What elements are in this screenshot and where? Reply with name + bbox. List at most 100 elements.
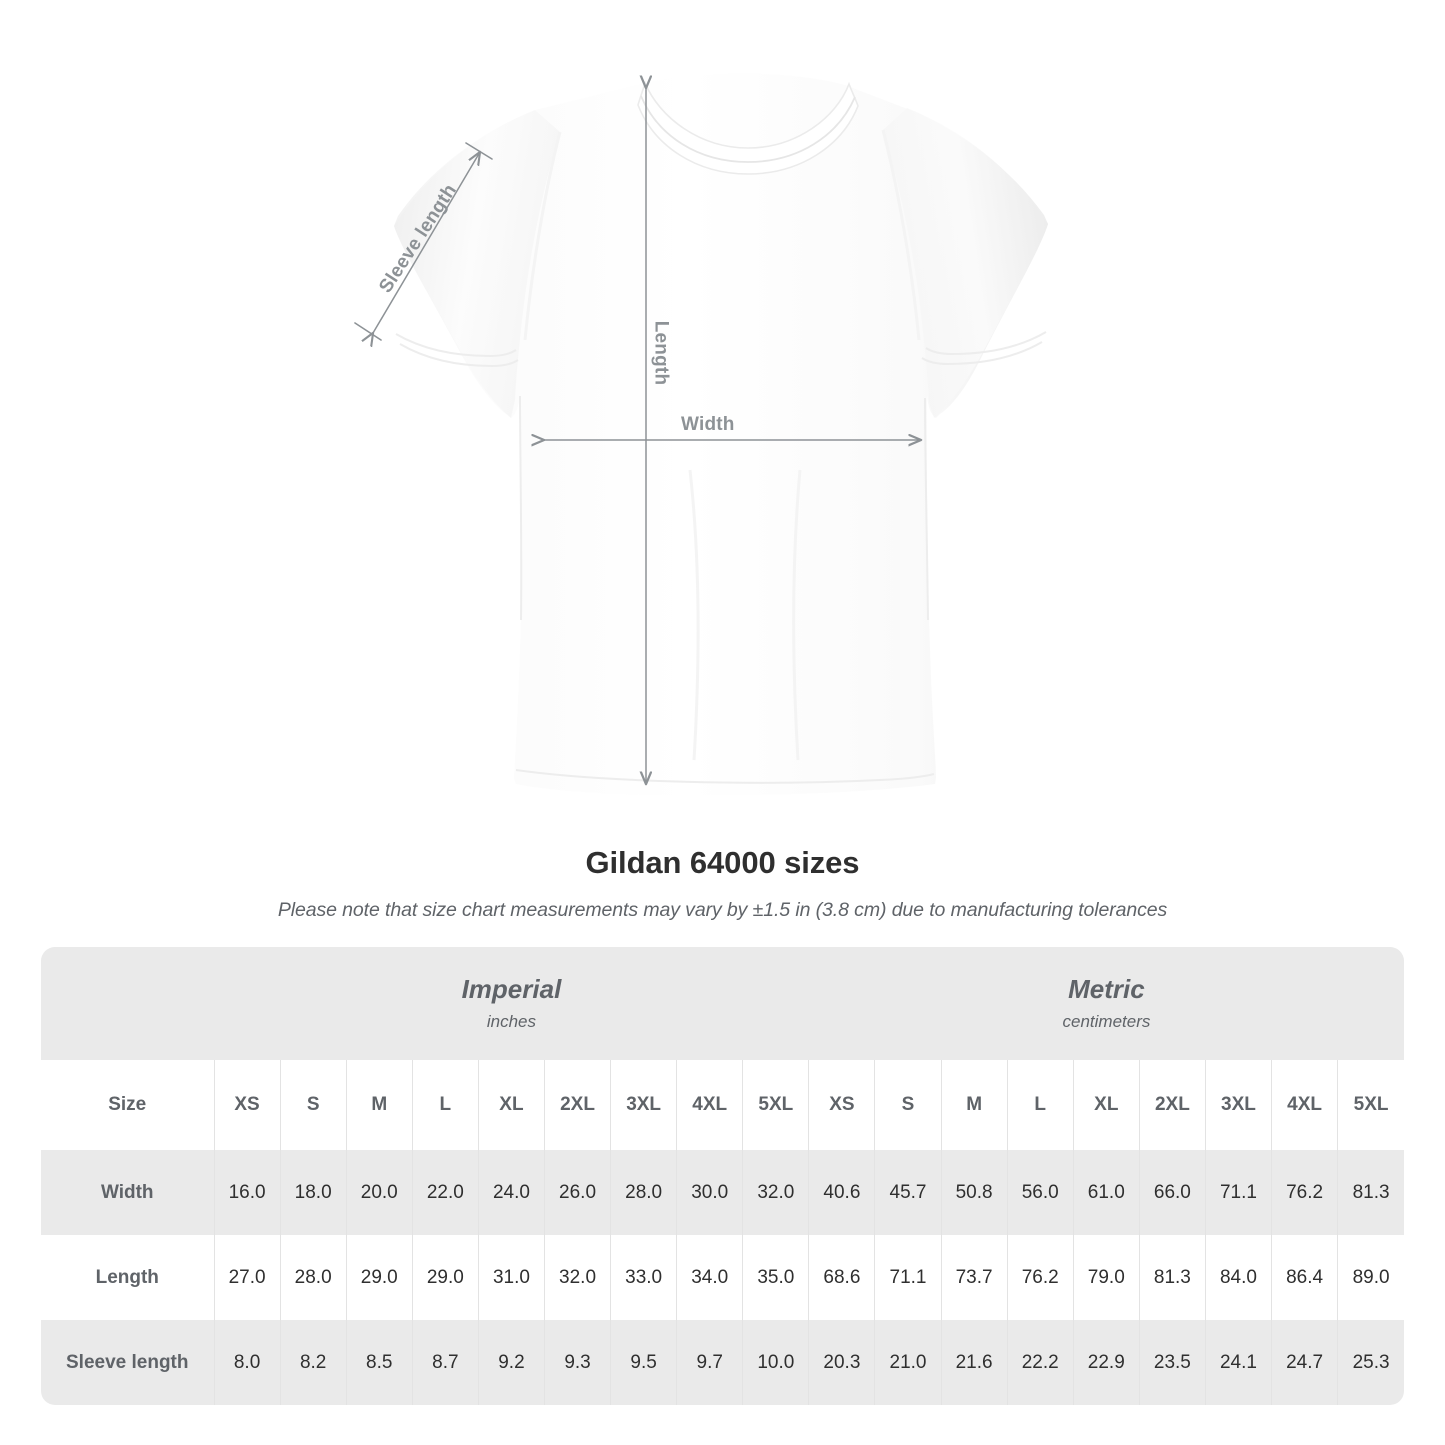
measurement-cell: 56.0 bbox=[1006, 1150, 1074, 1235]
measurement-cell: 29.0 bbox=[411, 1235, 479, 1320]
measurement-cell: 20.0 bbox=[345, 1150, 413, 1235]
measurement-cell: 8.7 bbox=[411, 1320, 479, 1405]
sleeve-length-dimension bbox=[354, 142, 493, 340]
size-header-cell: M bbox=[940, 1060, 1008, 1150]
measurement-cell: 32.0 bbox=[543, 1235, 611, 1320]
size-header-cell: S bbox=[874, 1060, 942, 1150]
size-header-cell: 4XL bbox=[1271, 1060, 1338, 1150]
measurement-cell: 71.1 bbox=[1204, 1150, 1272, 1235]
unit-sub-imperial: inches bbox=[486, 1011, 537, 1031]
measurement-cell: 24.7 bbox=[1271, 1320, 1338, 1405]
measurement-cell: 24.1 bbox=[1204, 1320, 1272, 1405]
measurement-cell: 18.0 bbox=[279, 1150, 347, 1235]
measurement-cell: 9.2 bbox=[477, 1320, 545, 1405]
measurement-cell: 25.3 bbox=[1337, 1320, 1404, 1405]
measurement-cell: 45.7 bbox=[874, 1150, 942, 1235]
tshirt-illustration bbox=[354, 73, 1048, 796]
size-header-cell: XL bbox=[477, 1060, 545, 1150]
measurement-cell: 8.0 bbox=[213, 1320, 281, 1405]
measurement-cell: 31.0 bbox=[477, 1235, 545, 1320]
size-header-cell: XS bbox=[213, 1060, 281, 1150]
measurement-cell: 16.0 bbox=[213, 1150, 281, 1235]
size-header-cell: 4XL bbox=[676, 1060, 743, 1150]
table-head: Imperial inches Metric centimeters Size … bbox=[41, 947, 1404, 1150]
table-row: Length 27.0 28.0 29.0 29.0 31.0 32.0 33.0 34.0 35… bbox=[41, 1235, 1404, 1320]
measurement-cell: 22.2 bbox=[1006, 1320, 1074, 1405]
measurement-cell: 10.0 bbox=[742, 1320, 809, 1405]
title-block: Gildan 64000 sizes Please note that size… bbox=[0, 845, 1445, 922]
size-header-cell: L bbox=[1006, 1060, 1074, 1150]
size-header-cell: 3XL bbox=[610, 1060, 677, 1150]
size-header-cell: XL bbox=[1072, 1060, 1140, 1150]
measurement-cell: 40.6 bbox=[808, 1150, 875, 1235]
unit-banner-row: Imperial inches Metric centimeters bbox=[41, 947, 1404, 1060]
size-header-cell: 3XL bbox=[1204, 1060, 1272, 1150]
size-header-cell: M bbox=[345, 1060, 413, 1150]
measurement-cell: 66.0 bbox=[1138, 1150, 1206, 1235]
measurement-cell: 89.0 bbox=[1337, 1235, 1404, 1320]
size-chart-table-wrap: Imperial inches Metric centimeters Size … bbox=[41, 947, 1404, 1405]
size-header-cell: 5XL bbox=[742, 1060, 809, 1150]
row-label-cell: Sleeve length bbox=[41, 1320, 215, 1405]
measurement-cell: 76.2 bbox=[1271, 1150, 1338, 1235]
measurement-cell: 9.3 bbox=[543, 1320, 611, 1405]
measurement-cell: 71.1 bbox=[874, 1235, 942, 1320]
measurement-cell: 33.0 bbox=[610, 1235, 677, 1320]
garment-diagram: Sleeve length Length Width bbox=[354, 73, 1048, 796]
measurement-cell: 50.8 bbox=[940, 1150, 1008, 1235]
measurement-cell: 35.0 bbox=[742, 1235, 809, 1320]
page-title: Gildan 64000 sizes bbox=[585, 845, 860, 880]
size-header-cell: L bbox=[411, 1060, 479, 1150]
unit-sub-metric: centimeters bbox=[1062, 1011, 1151, 1031]
measurement-cell: 22.0 bbox=[411, 1150, 479, 1235]
unit-cell-imperial: Imperial inches bbox=[214, 947, 809, 1060]
measurement-cell: 28.0 bbox=[610, 1150, 677, 1235]
measurement-cell: 8.5 bbox=[345, 1320, 413, 1405]
measurement-cell: 76.2 bbox=[1006, 1235, 1074, 1320]
measurement-cell: 21.0 bbox=[874, 1320, 942, 1405]
row-label-cell: Width bbox=[41, 1150, 215, 1235]
table-body: Width 16.0 18.0 20.0 22.0 24.0 26.0 28.0 30.0 32.… bbox=[41, 1150, 1404, 1405]
measurement-cell: 68.6 bbox=[808, 1235, 875, 1320]
measurement-cell: 8.2 bbox=[279, 1320, 347, 1405]
measurement-cell: 9.7 bbox=[676, 1320, 743, 1405]
measurement-cell: 20.3 bbox=[808, 1320, 875, 1405]
measurement-cell: 24.0 bbox=[477, 1150, 545, 1235]
measurement-cell: 27.0 bbox=[213, 1235, 281, 1320]
measurement-cell: 21.6 bbox=[940, 1320, 1008, 1405]
measurement-cell: 84.0 bbox=[1204, 1235, 1272, 1320]
measurement-cell: 81.3 bbox=[1337, 1150, 1404, 1235]
width-label: Width bbox=[681, 414, 735, 435]
measurement-cell: 30.0 bbox=[676, 1150, 743, 1235]
measurement-cell: 34.0 bbox=[676, 1235, 743, 1320]
size-header-cell: S bbox=[279, 1060, 347, 1150]
size-header-cell: 5XL bbox=[1337, 1060, 1404, 1150]
size-header-row: Size XS S M L XL 2XL 3XL 4XL 5XL XS S M L XL 2XL 3XL 4XL… bbox=[41, 1060, 1404, 1150]
measurement-cell: 73.7 bbox=[940, 1235, 1008, 1320]
measurement-cell: 61.0 bbox=[1072, 1150, 1140, 1235]
measurement-cell: 29.0 bbox=[345, 1235, 413, 1320]
row-label-cell: Length bbox=[41, 1235, 215, 1320]
measurement-cell: 9.5 bbox=[610, 1320, 677, 1405]
measurement-cell: 23.5 bbox=[1138, 1320, 1206, 1405]
measurement-cell: 28.0 bbox=[279, 1235, 347, 1320]
measurement-cell: 22.9 bbox=[1072, 1320, 1140, 1405]
size-header-cell: 2XL bbox=[543, 1060, 611, 1150]
measurement-cell: 79.0 bbox=[1072, 1235, 1140, 1320]
measurement-cell: 86.4 bbox=[1271, 1235, 1338, 1320]
measurement-cell: 26.0 bbox=[543, 1150, 611, 1235]
unit-spacer-cell bbox=[41, 947, 215, 1060]
table-row: Sleeve length 8.0 8.2 8.5 8.7 9.2 9.3 9.5 9.7 10.… bbox=[41, 1320, 1404, 1405]
header-cell-size: Size bbox=[41, 1060, 215, 1150]
measurement-cell: 32.0 bbox=[742, 1150, 809, 1235]
tolerance-note: Please note that size chart measurements… bbox=[277, 899, 1168, 921]
unit-name-metric: Metric bbox=[1068, 974, 1145, 1005]
table-row: Width 16.0 18.0 20.0 22.0 24.0 26.0 28.0 30.0 32.… bbox=[41, 1150, 1404, 1235]
size-header-cell: 2XL bbox=[1138, 1060, 1206, 1150]
size-chart-table: Imperial inches Metric centimeters Size … bbox=[41, 947, 1404, 1405]
unit-name-imperial: Imperial bbox=[461, 974, 562, 1005]
unit-cell-metric: Metric centimeters bbox=[808, 947, 1404, 1060]
length-label: Length bbox=[650, 320, 672, 386]
measurement-cell: 81.3 bbox=[1138, 1235, 1206, 1320]
size-header-cell: XS bbox=[808, 1060, 875, 1150]
